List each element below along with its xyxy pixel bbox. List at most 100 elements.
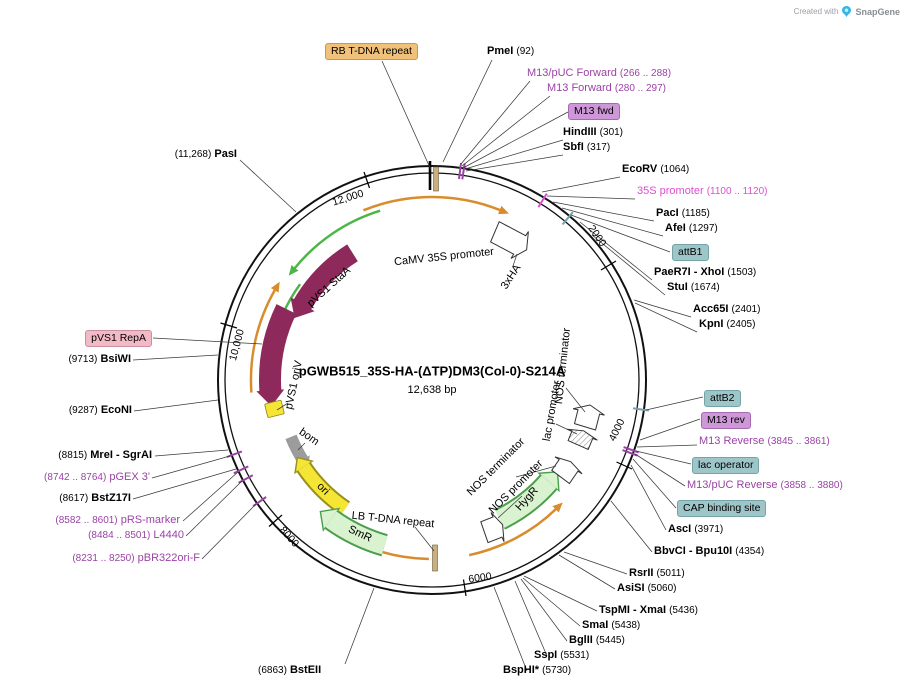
label-connectors — [132, 59, 704, 672]
map-shape-line — [579, 221, 653, 281]
map-shape-line — [555, 423, 578, 435]
map-shape-line — [239, 159, 297, 213]
map-shape-line — [546, 195, 636, 200]
enzyme-label-acc65i: Acc65I (2401) — [693, 303, 760, 317]
map-shape-line — [132, 468, 237, 500]
enzyme-pos: (2405) — [726, 319, 756, 330]
promoter-label-35s: 35S promoter (1100 .. 1120) — [637, 185, 768, 199]
primer-name: pGEX 3' — [109, 471, 150, 483]
map-shape-circle — [845, 8, 849, 12]
feature-label-lac-operator: lac operator — [692, 457, 760, 474]
map-shape-line — [616, 461, 633, 470]
enzyme-label-bglii: BglII (5445) — [569, 634, 625, 648]
enzyme-pos: (5531) — [560, 650, 590, 661]
enzyme-pos: (5011) — [656, 568, 685, 579]
map-shape-line — [552, 201, 655, 222]
map-shape-line — [151, 455, 231, 479]
map-shape-line — [522, 577, 581, 627]
map-shape-line — [465, 154, 564, 172]
enzyme-label-sbfi: SbfI (317) — [563, 141, 610, 155]
enzyme-pos: (3971) — [694, 524, 724, 535]
map-shape-circle — [224, 172, 640, 588]
tdna-repeat-marks — [432, 166, 439, 572]
bom-arrow — [285, 434, 310, 469]
enzyme-label-asisi: AsiSI (5060) — [617, 582, 676, 596]
feature-block-arrows — [256, 244, 560, 557]
enzyme-name: BglII — [569, 634, 593, 646]
primer-pos: (266 .. 288) — [619, 68, 672, 79]
promoter-name: 35S promoter — [637, 185, 704, 197]
map-shape-line — [514, 580, 548, 657]
feature-label-rb-tdna: RB T-DNA repeat — [325, 43, 418, 60]
map-shape-line — [645, 396, 704, 411]
enzyme-label-bsphi: BspHI* (5730) — [503, 664, 571, 678]
primer-pos: (280 .. 297) — [614, 83, 667, 94]
enzyme-pos: (9287) — [68, 405, 98, 416]
lac-promoter-arrow — [567, 428, 598, 451]
pvs1-staa-arrow — [290, 244, 358, 318]
map-shape-line — [220, 322, 238, 329]
enzyme-pos: (5438) — [611, 620, 641, 631]
map-shape-line — [442, 59, 493, 163]
map-shape-line — [154, 449, 229, 457]
map-shape-line — [561, 207, 664, 237]
green-arc-camv-1 — [288, 209, 381, 276]
enzyme-label-bsteii: (6863) BstEII — [258, 664, 321, 678]
enzyme-label-bsiwi: (9713) BsiWI — [68, 353, 131, 367]
map-shape-line — [185, 480, 243, 537]
primer-name: M13 Forward — [547, 82, 612, 94]
primer-label-pbr322ori-f: (8231 .. 8250) pBR322ori-F — [72, 552, 200, 566]
primer-label-pgex-3: (8742 .. 8764) pGEX 3' — [44, 471, 150, 485]
primer-name: pBR322ori-F — [137, 552, 200, 564]
enzyme-name: BbvCI - Bpu10I — [654, 545, 733, 557]
feature-label-m13-rev: M13 rev — [701, 412, 751, 429]
enzyme-name: AscI — [668, 523, 692, 535]
primer-name: M13/pUC Forward — [527, 67, 617, 79]
nos-promoter-arrow — [480, 512, 505, 544]
map-shape-line — [461, 95, 551, 167]
primer-label-m13-forward: M13 Forward (280 .. 297) — [547, 82, 666, 96]
enzyme-name: SmaI — [582, 619, 609, 631]
map-shape-line — [464, 139, 564, 170]
35s-promoter-mark — [537, 192, 548, 208]
orange-arc-left — [249, 281, 280, 393]
map-shape-line — [541, 176, 621, 193]
attb1-mark — [561, 211, 574, 226]
enzyme-pos: (317) — [586, 142, 611, 153]
primer-pos: (8742 .. 8764) — [44, 472, 107, 483]
feature-label-cap-binding-site: CAP binding site — [677, 500, 767, 517]
enzyme-name: AfeI — [665, 222, 686, 234]
map-shape-line — [132, 354, 219, 361]
enzyme-label-rsrii: RsrII (5011) — [629, 567, 685, 581]
ha3x-arrow — [489, 221, 529, 259]
map-shape-line — [268, 514, 283, 527]
enzyme-name: EcoNI — [100, 404, 132, 416]
enzyme-name: Acc65I — [693, 303, 729, 315]
enzyme-name: SspI — [534, 649, 558, 661]
primer-pos: (8484 .. 8501) — [88, 530, 151, 541]
enzyme-label-tspmi-xmai: TspMI - XmaI (5436) — [599, 604, 698, 618]
map-shape-line — [630, 464, 667, 531]
enzyme-label-econi: (9287) EcoNI — [69, 404, 132, 418]
map-shape-line — [635, 450, 692, 465]
primer-name: pRS-marker — [120, 514, 180, 526]
enzyme-label-mrei-sgrai: (8815) MreI - SgrAI — [58, 449, 152, 463]
enzyme-label-smai: SmaI (5438) — [582, 619, 640, 633]
enzyme-pos: (4354) — [735, 546, 765, 557]
primer-label-m13-puc-forward: M13/pUC Forward (266 .. 288) — [527, 67, 671, 81]
orange-arc-bottom-right — [468, 502, 563, 557]
primer-pos: (3858 .. 3880) — [780, 480, 843, 491]
nos-terminator1-arrow — [551, 456, 583, 485]
watermark-created-with: Created with — [793, 7, 839, 16]
m13-fwd-mark2 — [461, 163, 466, 180]
enzyme-name: KpnI — [699, 318, 724, 330]
enzyme-name: BstEII — [289, 664, 322, 676]
enzyme-name: SbfI — [563, 141, 584, 153]
enzyme-pos: (1297) — [688, 223, 718, 234]
enzyme-label-paer7i-xhoi: PaeR7I - XhoI (1503) — [654, 266, 756, 280]
enzyme-label-bstz17i: (8617) BstZ17I — [59, 492, 131, 506]
enzyme-pos: (1674) — [690, 282, 720, 293]
enzyme-label-asci: AscI (3971) — [668, 523, 723, 537]
enzyme-name: PasI — [214, 148, 237, 160]
